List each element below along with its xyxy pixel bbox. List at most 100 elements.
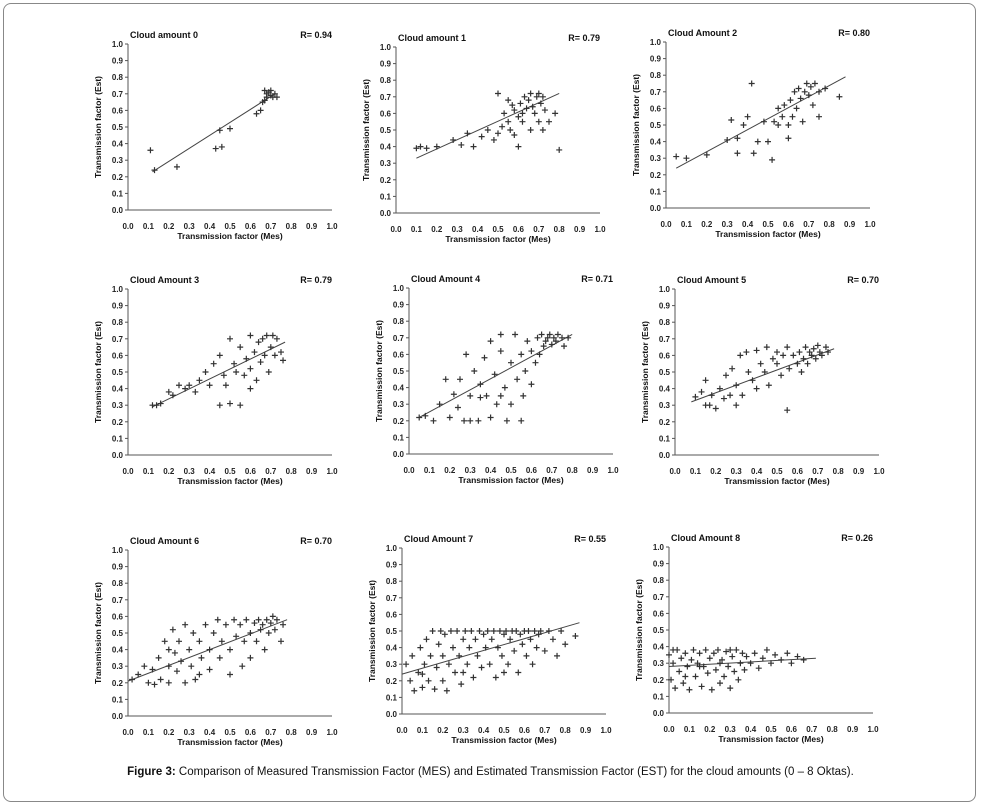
data-point [737,352,744,359]
data-point [216,352,223,359]
correlation-label: R= 0.70 [847,275,879,285]
data-point [169,626,176,633]
x-tick-label: 0.7 [533,225,545,234]
data-point [450,644,456,651]
y-tick-label: 0.1 [659,434,671,443]
scatter-panel-4: 0.0 0.1 0.2 0.3 0.4 0.5 0.6 0.7 0.8 0.9 1.0 0.0 0.1 0… [374,274,619,485]
data-point [151,681,158,688]
x-tick-label: 0.3 [465,466,477,475]
data-point [417,143,424,150]
data-point [239,663,246,670]
data-point [505,97,512,104]
x-tick-label: 0.5 [762,220,774,229]
data-point [417,644,424,651]
data-point [265,630,272,636]
data-point [435,641,442,648]
data-point [233,633,240,640]
x-tick-label: 0.8 [560,726,572,735]
data-point [788,660,795,667]
data-point [753,347,760,354]
x-tick-label: 0.4 [204,728,216,737]
data-point [772,651,779,658]
data-point [678,655,685,662]
x-axis-label: Transmission factor (Mes) [718,734,824,744]
x-tick-label: 0.0 [122,222,134,231]
data-point [157,400,164,407]
y-tick-label: 0.8 [380,76,392,85]
data-point [231,616,238,623]
data-point [512,331,519,338]
data-point [517,631,524,638]
data-point [801,88,808,95]
y-axis-label: Transmission factor (Est) [93,321,103,423]
data-point [540,343,547,350]
data-point [518,351,525,358]
data-point [253,638,260,645]
y-tick-label: 0.6 [112,351,124,360]
data-point [727,646,734,653]
data-point [233,369,240,375]
data-point [257,107,264,114]
data-point [267,620,274,627]
data-point [263,332,270,339]
data-point [441,631,448,638]
data-point [216,402,223,409]
x-tick-label: 0.9 [574,225,586,234]
data-point [527,90,534,97]
x-tick-label: 0.5 [505,466,517,475]
y-tick-label: 0.5 [393,367,405,376]
x-tick-label: 0.7 [546,466,558,475]
correlation-label: R= 0.79 [568,33,600,43]
x-tick-label: 1.0 [867,725,879,734]
y-tick-label: 0.8 [386,577,398,586]
data-point [442,376,449,383]
data-point [515,669,522,676]
data-point [720,395,727,402]
data-point [811,80,818,87]
x-axis-label: Transmission factor (Mes) [451,735,557,745]
y-tick-label: 0.1 [380,192,392,201]
x-tick-label: 0.2 [444,466,456,475]
data-point [257,359,264,366]
data-point [755,665,762,672]
data-point [439,652,446,659]
x-tick-label: 0.1 [143,222,155,231]
data-point [561,343,568,350]
x-tick-label: 0.3 [722,220,734,229]
y-tick-label: 0.4 [112,646,124,655]
data-point [494,644,501,651]
data-point [748,80,755,87]
data-point [472,636,479,643]
y-tick-label: 0.8 [650,71,662,80]
data-point [753,385,760,392]
data-point [182,621,189,628]
data-point [514,376,521,383]
data-point [686,686,693,693]
x-tick-label: 0.6 [513,225,525,234]
y-tick-label: 0.3 [653,659,665,668]
data-point [554,652,561,659]
y-tick-label: 0.4 [650,138,662,147]
data-point [165,646,172,653]
data-point [745,369,752,375]
data-point [798,369,805,375]
data-point [491,371,498,378]
x-tick-label: 0.1 [411,225,423,234]
y-tick-label: 0.4 [380,143,392,152]
data-point [478,133,485,140]
y-tick-label: 0.8 [112,318,124,327]
data-point [734,150,741,157]
data-point [492,674,499,681]
data-point [673,153,680,160]
y-tick-label: 0.6 [659,351,671,360]
data-point [445,661,452,668]
data-point [565,334,572,341]
data-point [698,388,705,395]
data-point [196,377,203,384]
data-point [751,650,758,657]
x-axis-label: Transmission factor (Mes) [177,231,283,241]
data-point [523,652,530,659]
y-tick-label: 1.0 [112,40,124,49]
y-tick-label: 0.5 [380,126,392,135]
data-point [822,344,829,351]
